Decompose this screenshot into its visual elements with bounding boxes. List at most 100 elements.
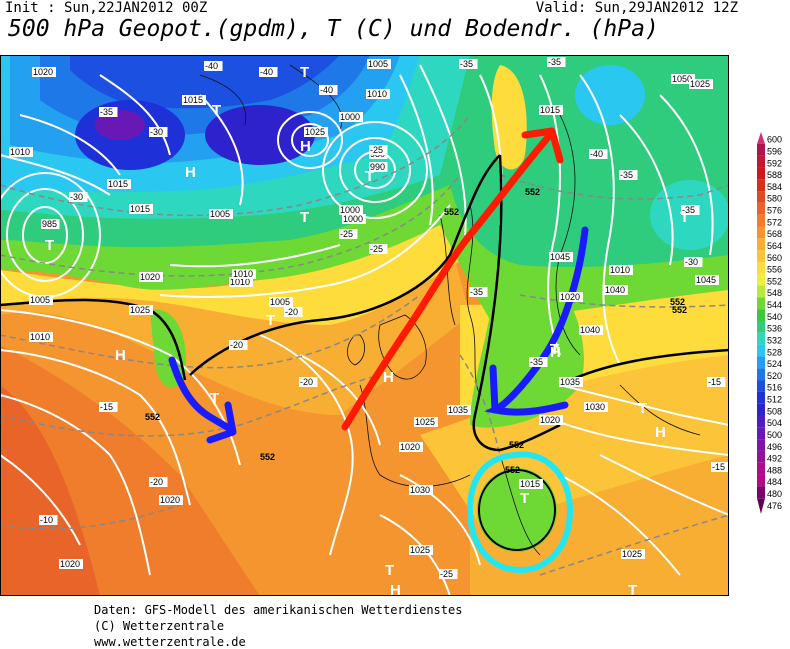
pressure-label: 1000 <box>339 112 363 122</box>
high-symbol: H <box>655 424 666 441</box>
blue-arrow-east-head <box>489 364 499 414</box>
scale-label: 476 <box>767 501 782 511</box>
scale-swatch <box>757 191 765 203</box>
temperature-label: -25 <box>369 244 388 254</box>
pressure-label: 1020 <box>539 415 563 425</box>
svg-text:1020: 1020 <box>560 292 580 302</box>
scale-label: 484 <box>767 477 782 487</box>
scale-swatch <box>757 356 765 369</box>
scale-swatch <box>757 238 765 251</box>
svg-text:1010: 1010 <box>610 265 630 275</box>
svg-text:-15: -15 <box>100 402 113 412</box>
red-arrow-head <box>521 127 564 164</box>
temperature-label: -15 <box>99 402 118 412</box>
color-fill-552 <box>0 205 470 325</box>
valid-time: Valid: Sun,29JAN2012 12Z <box>535 0 738 16</box>
pressure-label: 1010 <box>229 277 253 287</box>
map-frame <box>0 55 729 596</box>
scale-label: 504 <box>767 418 782 428</box>
temperature-label: -35 <box>619 170 638 180</box>
high-symbol: H <box>185 164 196 181</box>
pressure-label: 1020 <box>32 67 56 77</box>
svg-text:552: 552 <box>509 440 524 450</box>
pressure-label: 1025 <box>304 127 328 137</box>
scale-label: 536 <box>767 324 782 334</box>
scale-label: 488 <box>767 465 782 475</box>
pressure-label: 1020 <box>139 272 163 282</box>
svg-text:1010: 1010 <box>367 89 387 99</box>
scale-label: 560 <box>767 253 782 263</box>
temperature-label: -35 <box>547 57 566 67</box>
svg-text:-30: -30 <box>70 192 83 202</box>
temperature-label: -15 <box>707 377 726 387</box>
scale-swatch <box>757 321 765 333</box>
scale-label: 552 <box>767 276 782 286</box>
svg-text:1005: 1005 <box>30 295 50 305</box>
footer-source: Daten: GFS-Modell des amerikanischen Wet… <box>94 603 463 617</box>
pressure-label: 1020 <box>159 495 183 505</box>
scale-label: 568 <box>767 229 782 239</box>
scale-label: 600 <box>767 135 782 145</box>
svg-text:1025: 1025 <box>130 305 150 315</box>
temperature-label: -30 <box>69 192 88 202</box>
svg-text:1005: 1005 <box>210 209 230 219</box>
svg-text:1015: 1015 <box>183 95 203 105</box>
svg-text:-35: -35 <box>530 357 543 367</box>
scale-label: 508 <box>767 406 782 416</box>
color-fill-trough <box>460 155 584 428</box>
svg-text:1030: 1030 <box>585 402 605 412</box>
pressure-label: 1010 <box>9 147 33 157</box>
contour-552-cutoff <box>478 469 556 551</box>
scale-swatch <box>757 344 765 357</box>
pressure-label: 1045 <box>695 275 719 285</box>
scale-label: 556 <box>767 265 782 275</box>
pressure-label: 1020 <box>399 442 423 452</box>
scale-swatch <box>757 368 765 381</box>
low-symbol: T <box>365 168 374 185</box>
svg-text:552: 552 <box>505 465 520 475</box>
temperature-label: -20 <box>299 377 318 387</box>
scale-label: 592 <box>767 158 782 168</box>
scale-swatch <box>757 155 765 168</box>
svg-text:-40: -40 <box>260 67 273 77</box>
high-symbol: H <box>550 344 561 361</box>
temperature-label: -35 <box>529 357 548 367</box>
geopotential-label: 552 <box>670 297 685 307</box>
svg-text:1025: 1025 <box>415 417 435 427</box>
low-symbol: T <box>212 102 221 119</box>
blue-arrow-west <box>168 356 236 434</box>
pressure-label: 1035 <box>447 405 471 415</box>
svg-text:985: 985 <box>42 219 57 229</box>
scale-label: 580 <box>767 194 782 204</box>
svg-text:552: 552 <box>670 297 685 307</box>
scale-swatch <box>757 332 765 345</box>
scale-swatch <box>757 391 765 404</box>
svg-text:1030: 1030 <box>410 485 430 495</box>
scale-swatch <box>757 202 765 215</box>
svg-text:1020: 1020 <box>140 272 160 282</box>
temperature-label: -40 <box>204 61 223 71</box>
svg-text:1005: 1005 <box>270 297 290 307</box>
temperature-label: -35 <box>99 107 118 117</box>
temperature-label: -25 <box>369 145 388 155</box>
scale-swatch <box>757 261 765 274</box>
scale-label: 516 <box>767 383 782 393</box>
svg-text:-20: -20 <box>300 377 313 387</box>
scale-swatch <box>757 297 765 310</box>
temperature-label: -40 <box>589 149 608 159</box>
temperature-label: -30 <box>149 127 168 137</box>
pressure-label: 1050 <box>671 74 695 84</box>
temperature-label: -35 <box>681 205 700 215</box>
temperature-label: -40 <box>259 67 278 77</box>
cyan-circle <box>466 451 574 574</box>
pressure-label: 1000 <box>339 205 363 215</box>
scale-swatch <box>757 250 765 262</box>
scale-swatch <box>757 143 765 156</box>
low-symbol: T <box>638 400 647 417</box>
scale-swatch <box>757 167 765 180</box>
geopotential-label: 552 <box>509 440 524 450</box>
scale-swatch <box>757 214 765 227</box>
pressure-label: 1010 <box>609 265 633 275</box>
